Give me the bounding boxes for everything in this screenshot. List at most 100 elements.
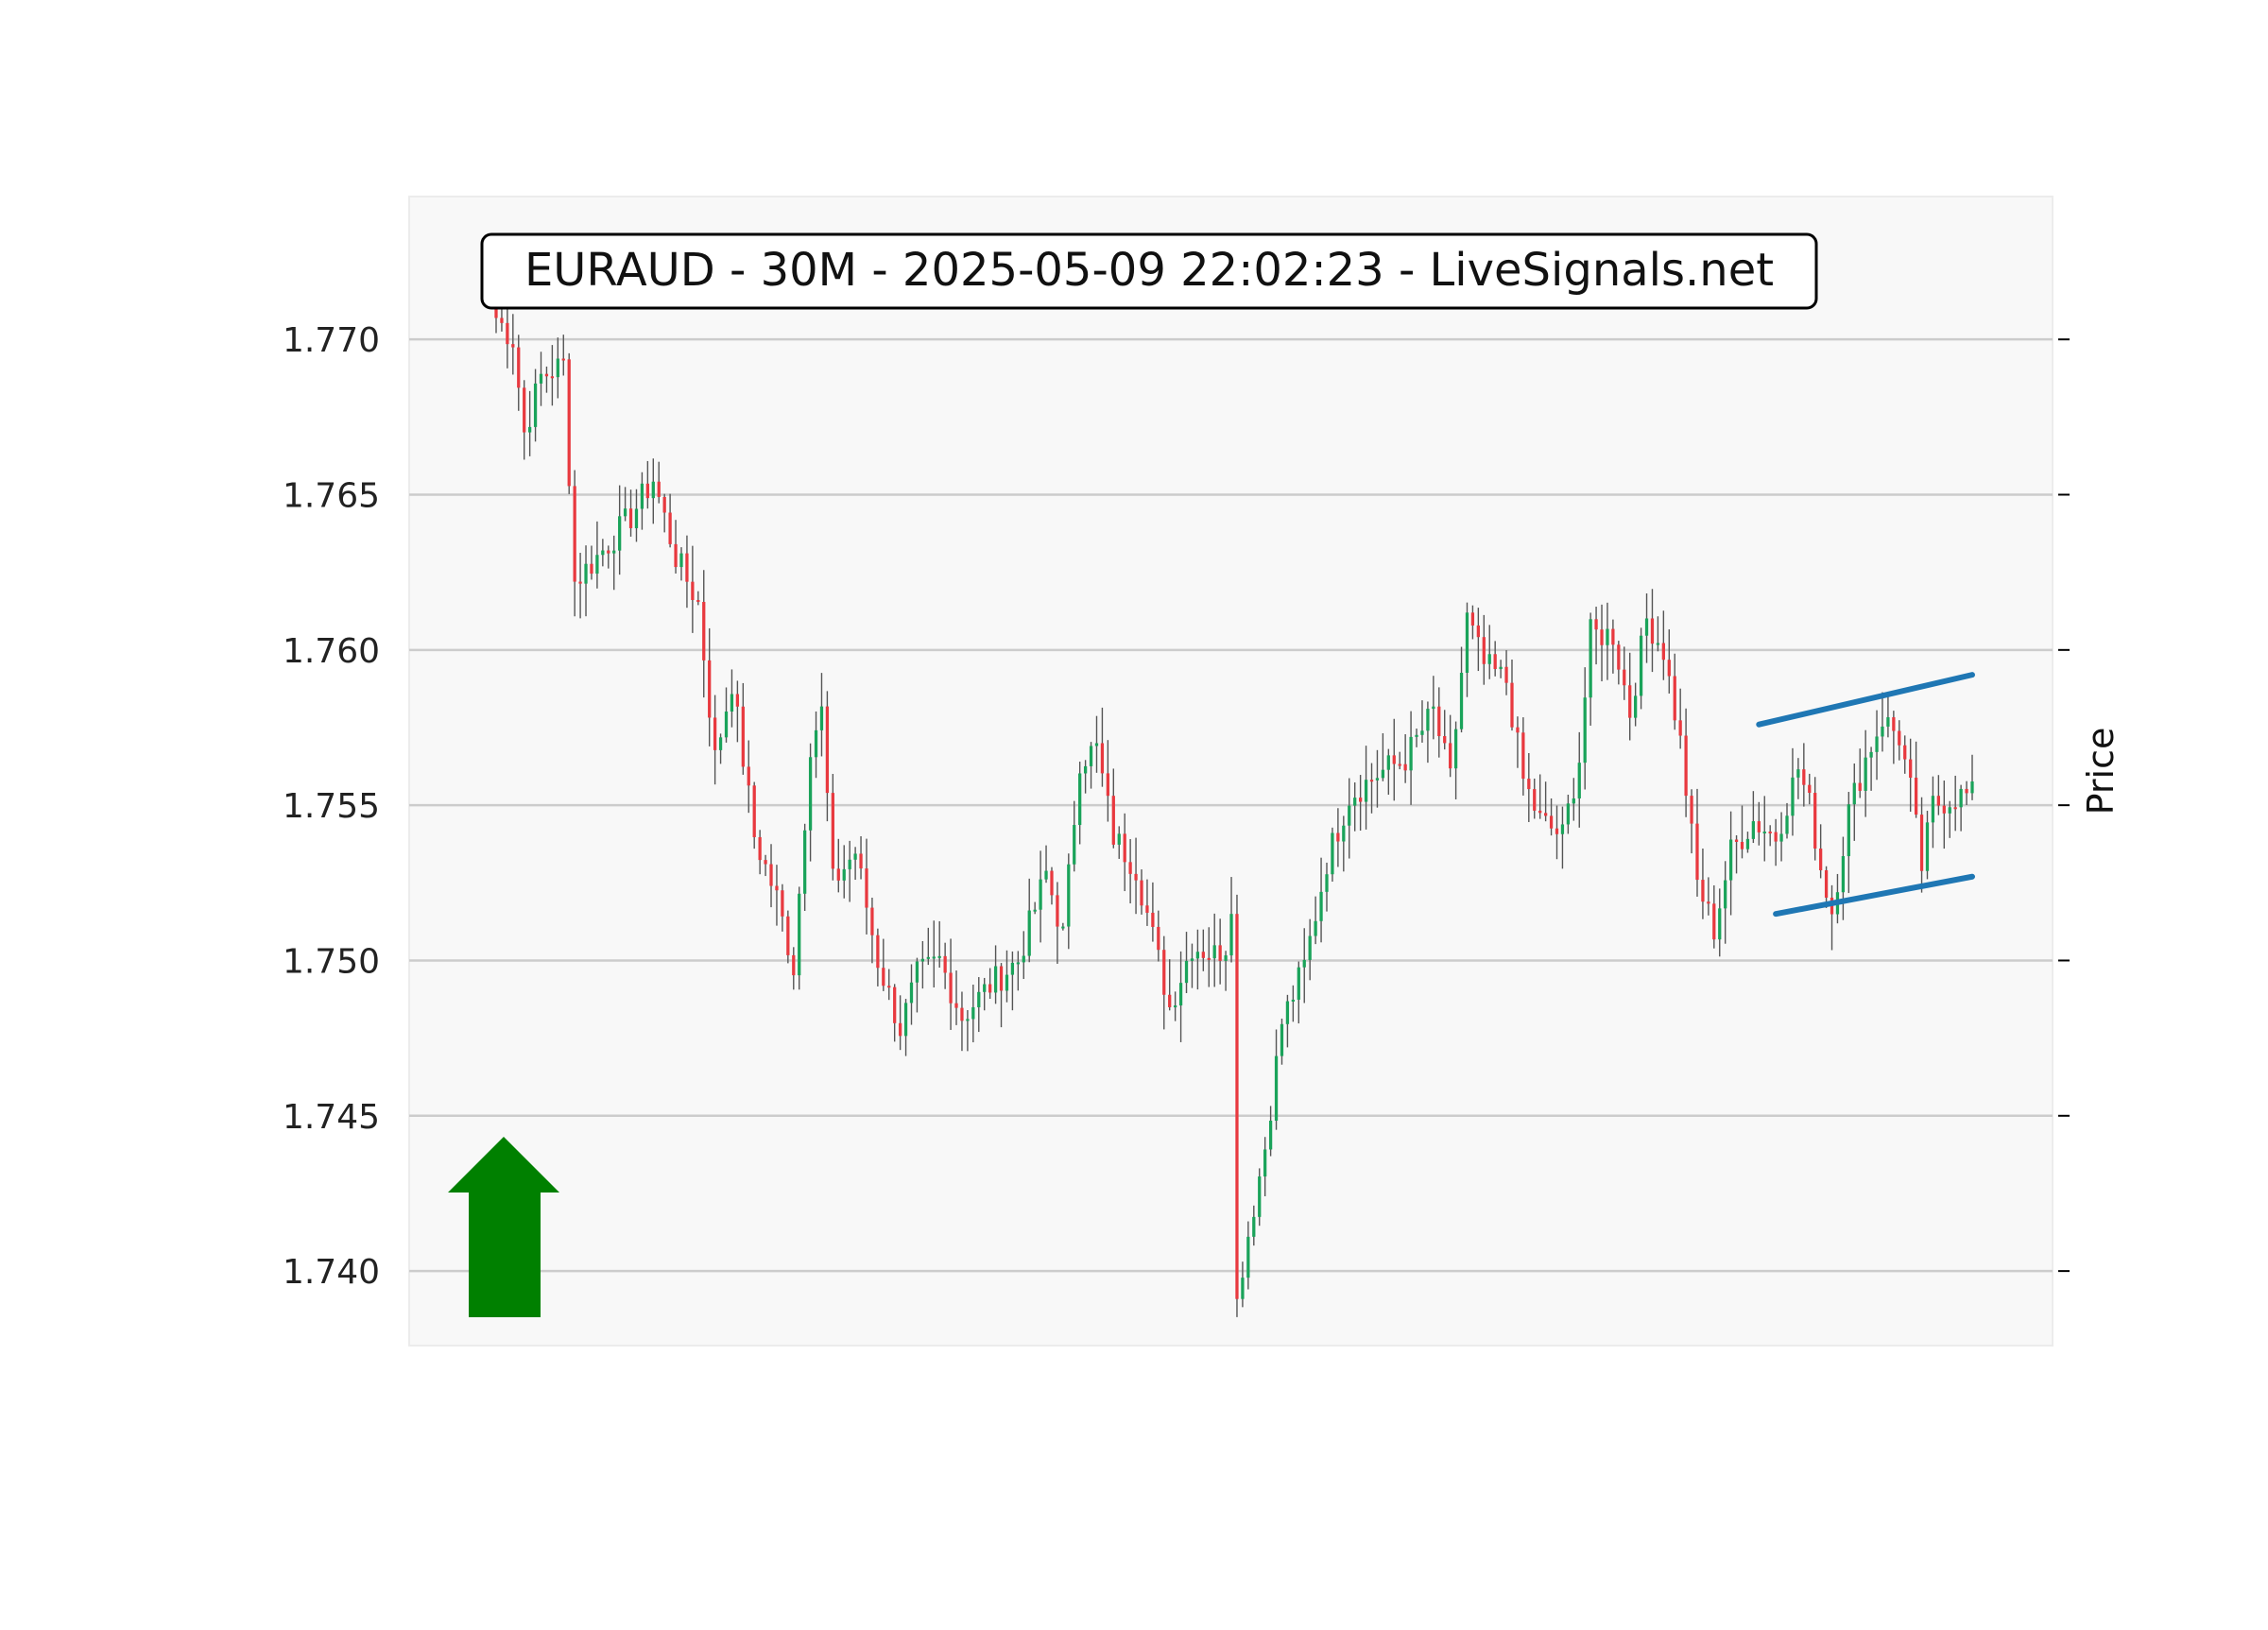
candle [1453,721,1458,799]
candle [1061,922,1065,931]
y-tick-label: 1.745 [283,1098,380,1137]
candle [1499,660,1503,678]
candle [1707,877,1710,916]
candle [1875,710,1879,781]
candle [651,458,655,524]
candlestick-series [494,288,1974,1317]
candle [876,928,880,987]
candle [1432,676,1435,740]
candle [1959,784,1963,832]
candle [1583,667,1587,790]
candle [1779,812,1783,862]
candle [1224,951,1228,991]
candle [999,963,1004,1028]
candle [1768,825,1772,847]
candle [1162,935,1166,1030]
candle [898,995,902,1051]
candle [1353,782,1357,832]
candle [1420,700,1424,743]
candle [848,840,851,902]
candle [1538,774,1542,819]
candle [1067,853,1071,950]
candle [1415,729,1418,747]
candle [1970,754,1974,800]
candle [954,970,958,1025]
candle [926,927,930,966]
candle [1656,616,1660,652]
candle [1762,796,1766,862]
candle [786,910,790,964]
candle [1459,646,1464,733]
candle [1869,746,1873,791]
candle [1314,896,1317,945]
candle [1033,901,1037,915]
candle [1572,778,1575,821]
candle [1819,824,1823,879]
candle [668,493,672,548]
candle [1881,692,1884,752]
candle [1594,607,1598,665]
candle [1650,589,1655,673]
candle [1465,602,1469,697]
candle [696,591,700,606]
candle [539,352,543,406]
candle [1369,763,1374,814]
candle [1005,950,1009,1003]
candle [1510,660,1514,731]
candle [1493,641,1497,677]
candle [1791,747,1795,836]
candle [1712,884,1716,949]
candle [1056,882,1059,964]
candle [1589,612,1592,726]
candle [1358,775,1363,832]
candle [1285,994,1290,1048]
y-tick-label: 1.740 [283,1253,380,1292]
candle [1808,773,1812,805]
candle [1695,788,1699,897]
candle [1050,866,1054,905]
candle [1864,729,1867,817]
candle [1543,781,1548,822]
candle [792,947,796,990]
candle [1258,1168,1262,1227]
candle [887,969,891,1001]
candle [1925,811,1930,880]
candle [920,940,925,989]
channel-lower-line [1773,873,1975,918]
candle [1555,805,1559,860]
candle [523,380,526,460]
candle [1443,710,1447,750]
candle [1886,695,1890,738]
candle [1728,811,1733,916]
candle [1252,1205,1256,1246]
candle [1931,776,1935,849]
candle [1606,602,1609,680]
candle [640,472,644,530]
candle [1123,813,1126,892]
candle [623,487,627,522]
candle [544,366,549,393]
candle [1634,682,1638,727]
candle [1190,943,1194,988]
candle [747,740,750,814]
candle [1521,717,1525,796]
candle [1195,929,1200,990]
y-axis: 1.740 1.745 1.750 1.755 1.760 1.765 1.770 [283,321,2070,1292]
candle [1718,888,1722,957]
candle [1426,701,1430,764]
candle [1774,818,1778,866]
candle [1740,805,1744,859]
chart-title: EURAUD - 30M - 2025-05-09 22:02:23 - Liv… [524,244,1774,297]
candle [983,977,987,1011]
candle [865,838,868,935]
candle [1212,913,1216,987]
y-axis-label: Price [2080,728,2122,815]
candle [758,830,762,875]
candle [1847,792,1850,894]
candle [1533,778,1537,819]
y-tick-label: 1.760 [283,632,380,671]
candle [567,352,571,494]
candle [977,977,981,1033]
candle [657,461,661,504]
